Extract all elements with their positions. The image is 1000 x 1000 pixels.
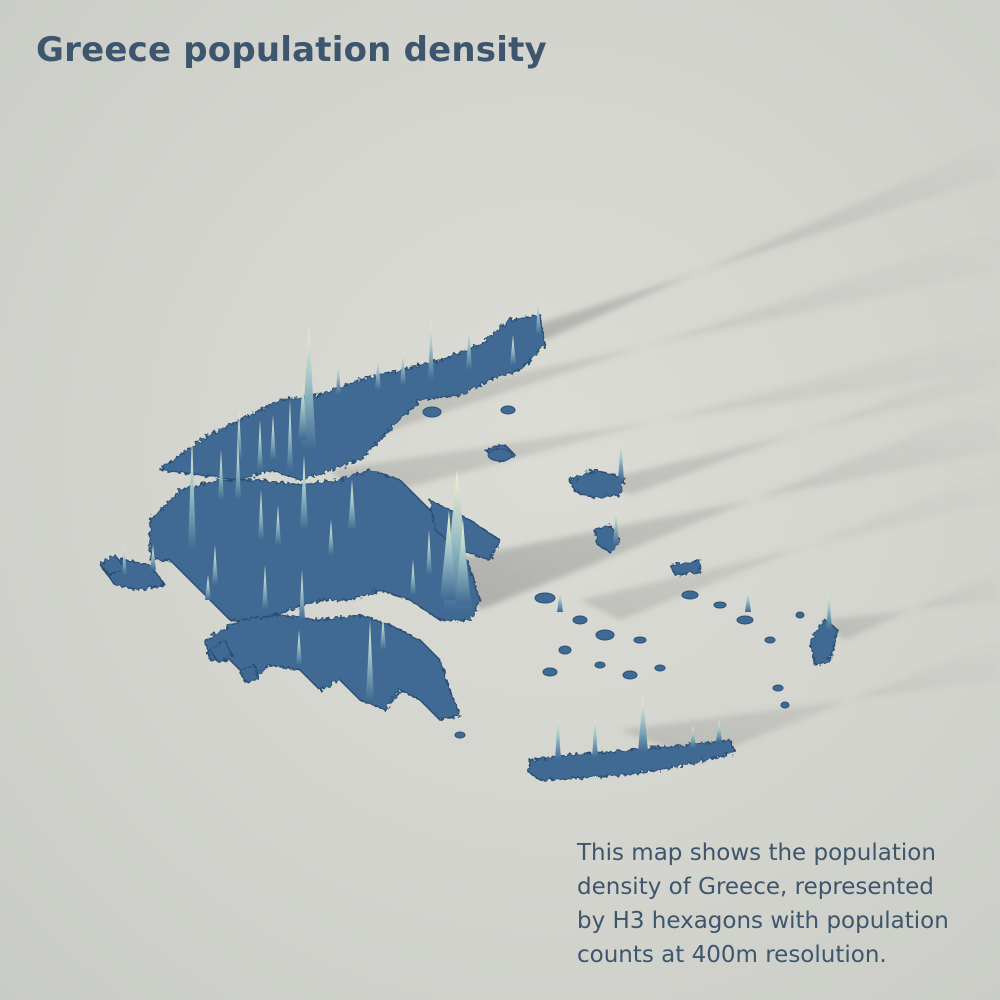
island bbox=[534, 592, 556, 604]
island bbox=[654, 664, 666, 672]
spike-athens-3 bbox=[455, 520, 470, 605]
spike bbox=[218, 450, 224, 500]
spike-patras bbox=[299, 570, 305, 620]
island bbox=[542, 667, 558, 677]
spike bbox=[257, 420, 263, 470]
shadow-rhodes bbox=[820, 570, 1000, 640]
description-line-4: counts at 400m resolution. bbox=[577, 942, 887, 968]
spike bbox=[380, 615, 386, 650]
spike bbox=[716, 720, 722, 742]
spike bbox=[258, 490, 264, 540]
spike bbox=[536, 298, 541, 335]
spike-volos bbox=[348, 480, 356, 530]
island bbox=[422, 406, 442, 418]
shadow-crete bbox=[620, 640, 1000, 760]
mainland-central bbox=[149, 469, 481, 621]
spike bbox=[296, 630, 302, 665]
shadow-cyclades bbox=[580, 470, 1000, 620]
shadow-thessaloniki bbox=[300, 230, 1000, 450]
spike bbox=[428, 320, 434, 380]
density-spikes bbox=[122, 298, 832, 760]
spike bbox=[275, 505, 281, 545]
shadow-athens bbox=[450, 400, 1000, 610]
spike-lesvos bbox=[618, 440, 624, 480]
spike bbox=[212, 545, 218, 585]
island bbox=[500, 405, 516, 415]
shadow-lesvos bbox=[600, 360, 1000, 495]
spike bbox=[690, 725, 696, 748]
rhodes bbox=[809, 618, 839, 666]
spike bbox=[270, 415, 276, 460]
island bbox=[772, 684, 784, 692]
spike-thessaloniki-2 bbox=[298, 380, 307, 440]
spike-chania bbox=[555, 715, 561, 760]
island bbox=[633, 636, 647, 644]
island bbox=[487, 448, 513, 462]
island bbox=[795, 611, 805, 619]
spike-chios bbox=[613, 508, 619, 545]
spike bbox=[510, 335, 516, 365]
spike bbox=[150, 545, 156, 570]
spike bbox=[328, 520, 334, 555]
spike bbox=[122, 545, 127, 575]
spike bbox=[375, 355, 381, 390]
island bbox=[780, 701, 790, 709]
island bbox=[595, 629, 615, 641]
island bbox=[736, 615, 754, 625]
description-line-1: This map shows the population bbox=[577, 840, 936, 866]
island bbox=[594, 661, 606, 669]
description-line-2: density of Greece, represented bbox=[577, 874, 934, 900]
island bbox=[558, 645, 572, 655]
crete bbox=[527, 739, 737, 781]
spike bbox=[466, 325, 472, 370]
spike bbox=[336, 360, 341, 395]
map-description: This map shows the population density of… bbox=[577, 836, 977, 972]
evia bbox=[429, 498, 501, 561]
spike-athens-2 bbox=[440, 510, 456, 600]
island bbox=[572, 615, 588, 625]
landmass bbox=[98, 314, 839, 781]
spike-larissa bbox=[300, 455, 308, 530]
spike bbox=[235, 440, 241, 500]
spike bbox=[745, 590, 751, 612]
lesvos bbox=[569, 469, 626, 499]
island bbox=[764, 636, 776, 644]
spike-rethymno bbox=[592, 715, 598, 758]
spike bbox=[236, 410, 242, 460]
samos bbox=[668, 559, 701, 576]
spike bbox=[262, 565, 268, 610]
spike bbox=[426, 530, 432, 575]
mainland-north bbox=[158, 314, 546, 481]
spike bbox=[557, 590, 563, 612]
shadow-north bbox=[520, 140, 1000, 340]
peloponnese bbox=[204, 614, 462, 721]
spike bbox=[366, 620, 374, 700]
island bbox=[681, 590, 699, 600]
page-title: Greece population density bbox=[36, 30, 547, 70]
aegean-islands bbox=[422, 405, 805, 739]
description-line-3: by H3 hexagons with population bbox=[577, 908, 949, 934]
spike-heraklion bbox=[638, 695, 648, 752]
spike bbox=[410, 560, 416, 595]
spike bbox=[287, 400, 293, 470]
spike-ioannina bbox=[188, 435, 196, 550]
zakynthos bbox=[238, 664, 259, 683]
spike-rhodes bbox=[826, 590, 832, 630]
island bbox=[622, 670, 638, 680]
kefalonia bbox=[208, 638, 233, 663]
spike bbox=[400, 350, 406, 385]
chios bbox=[594, 524, 621, 553]
island bbox=[454, 731, 466, 739]
island bbox=[713, 601, 727, 609]
spike bbox=[205, 575, 211, 600]
